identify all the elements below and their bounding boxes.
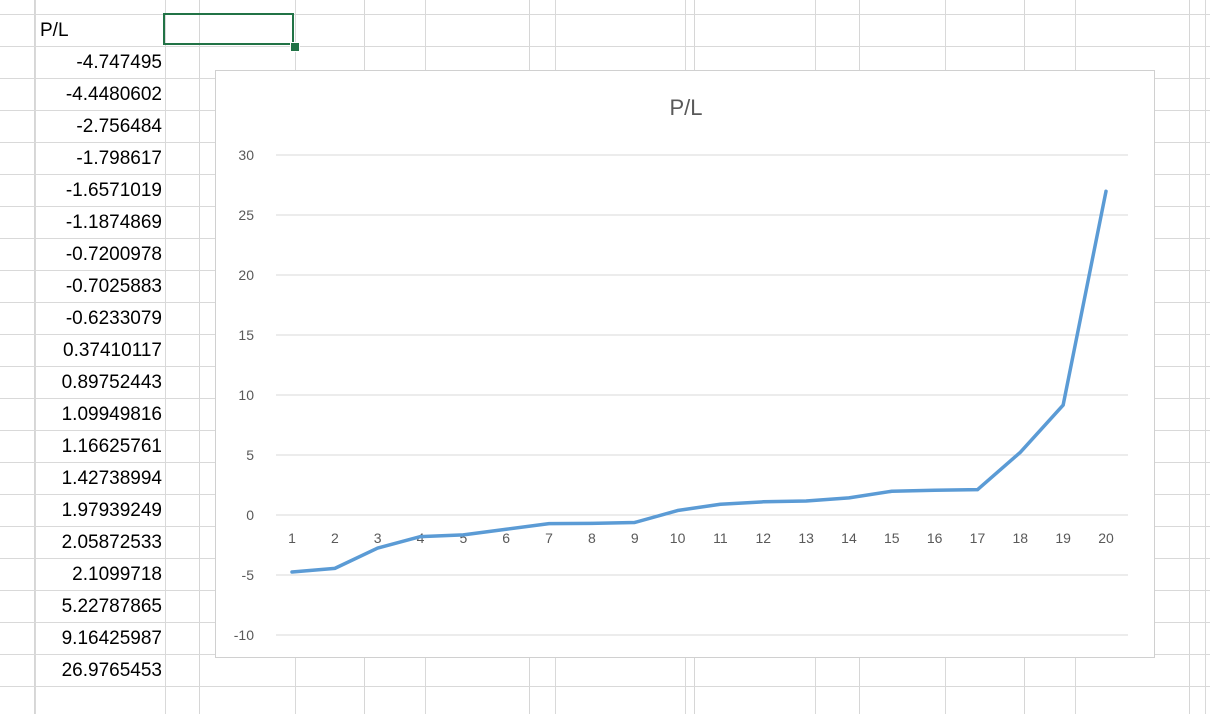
column-gridline [1205,0,1206,714]
data-cell[interactable]: -2.756484 [76,116,162,137]
data-cell[interactable]: 26.9765453 [61,660,162,681]
data-point[interactable] [933,488,937,492]
data-cell[interactable]: 2.05872533 [61,532,162,553]
x-tick-label: 17 [970,530,986,546]
x-tick-label: 9 [631,530,639,546]
x-tick-label: 18 [1013,530,1029,546]
y-axis-tick-labels: 30 25 20 15 10 5 0 -5 -10 [234,147,254,643]
row-gridline [0,46,1210,47]
x-tick-label: 7 [545,530,553,546]
data-point[interactable] [1018,450,1022,454]
x-tick-label: 8 [588,530,596,546]
x-tick-label: 5 [459,530,467,546]
x-tick-label: 2 [331,530,339,546]
chart-gridlines [276,154,1128,636]
y-tick-label: -5 [242,567,255,583]
data-point[interactable] [333,566,337,570]
data-point[interactable] [376,546,380,550]
data-point[interactable] [761,500,765,504]
y-tick-label: 30 [238,147,254,163]
data-cell[interactable]: 0.89752443 [61,372,162,393]
data-cell[interactable]: -0.6233079 [65,308,162,329]
data-cell[interactable]: 1.42738994 [61,468,162,489]
x-tick-label: 15 [884,530,900,546]
data-cell[interactable]: -1.1874869 [65,212,162,233]
x-tick-label: 19 [1055,530,1071,546]
x-tick-label: 20 [1098,530,1114,546]
selected-cell[interactable] [163,13,294,45]
data-cell[interactable]: -1.798617 [76,148,162,169]
column-gridline [165,0,166,714]
x-tick-label: 6 [502,530,510,546]
data-cell[interactable]: 0.37410117 [63,340,162,361]
data-cell[interactable]: -4.4480602 [65,84,162,105]
data-point[interactable] [290,570,294,574]
data-cell[interactable]: -1.6571019 [65,180,162,201]
y-tick-label: 0 [246,507,254,523]
y-tick-label: 10 [238,387,254,403]
fill-handle[interactable] [290,42,300,52]
column-header-cell[interactable]: P/L [40,20,69,41]
x-axis-tick-labels: 1234567891011121314151617181920 [288,530,1114,546]
series-line-group [290,189,1108,574]
data-cell[interactable]: -4.747495 [76,52,162,73]
data-point[interactable] [1061,403,1065,407]
data-cell[interactable]: 1.16625761 [61,436,162,457]
y-tick-label: 5 [246,447,254,463]
data-point[interactable] [547,522,551,526]
y-tick-label: -10 [234,627,254,643]
data-point[interactable] [804,499,808,503]
data-point[interactable] [504,527,508,531]
data-point[interactable] [419,535,423,539]
data-cell[interactable]: 2.1099718 [72,564,162,585]
data-point[interactable] [633,520,637,524]
x-tick-label: 11 [713,530,728,546]
row-gridline [0,14,1210,15]
data-cell[interactable]: 1.97939249 [61,500,162,521]
data-cell[interactable]: -0.7025883 [65,276,162,297]
chart-title: P/L [669,95,702,120]
data-point[interactable] [890,489,894,493]
y-tick-label: 20 [238,267,254,283]
data-cell[interactable]: -0.7200978 [65,244,162,265]
x-tick-label: 12 [755,530,771,546]
column-gridline [35,0,36,714]
data-point[interactable] [718,502,722,506]
data-point[interactable] [1104,189,1108,193]
x-tick-label: 10 [670,530,686,546]
x-tick-label: 1 [288,530,296,546]
data-cell[interactable]: 5.22787865 [61,596,162,617]
y-tick-label: 25 [238,207,254,223]
data-cell[interactable]: 1.09949816 [61,404,162,425]
data-point[interactable] [590,521,594,525]
x-tick-label: 16 [927,530,943,546]
data-cell[interactable]: 9.16425987 [61,628,162,649]
data-point[interactable] [676,509,680,513]
y-tick-label: 15 [238,327,254,343]
data-point[interactable] [461,533,465,537]
row-gridline [0,686,1210,687]
x-tick-label: 3 [374,530,382,546]
data-point[interactable] [975,488,979,492]
data-point[interactable] [847,496,851,500]
x-tick-label: 13 [798,530,814,546]
series-line[interactable] [290,189,1108,574]
x-tick-label: 14 [841,530,857,546]
